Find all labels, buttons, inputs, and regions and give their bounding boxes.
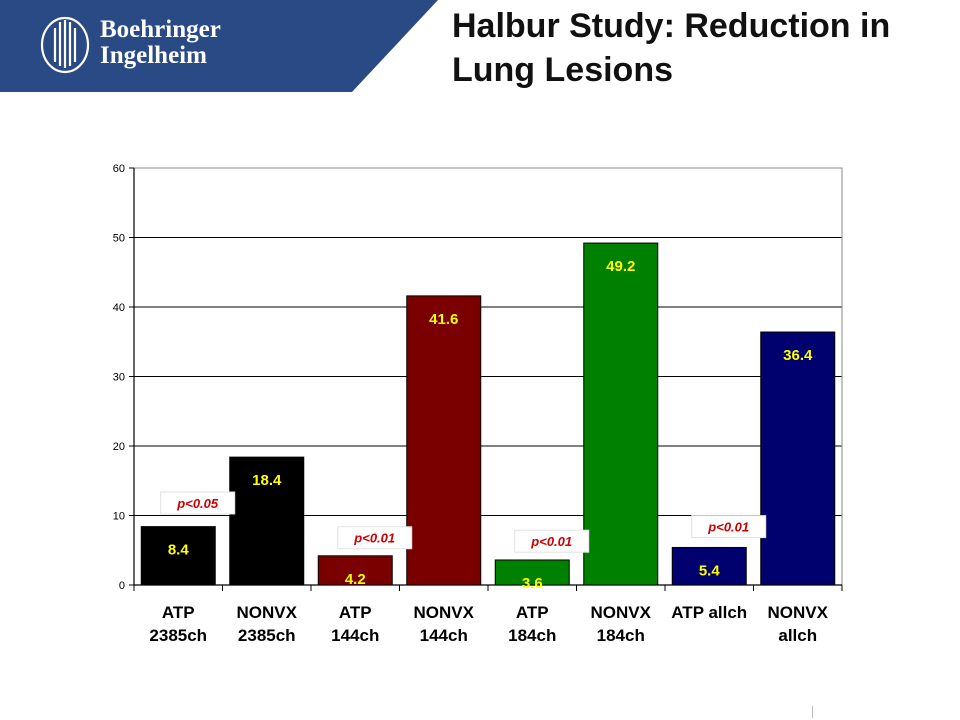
significance-label: p<0.01: [353, 531, 395, 546]
brand-name-line2: Ingelheim: [100, 42, 207, 69]
bar-value-label: 5.4: [699, 562, 721, 579]
x-category-label: 184ch: [597, 626, 645, 645]
bar-value-label: 41.6: [429, 311, 458, 328]
y-tick-label: 50: [113, 233, 125, 245]
x-category-label: ATP: [162, 603, 195, 622]
bar: [140, 526, 216, 586]
bar: [406, 295, 482, 586]
significance-annotations: p<0.05 p<0.01 p<0.01 p<0.01: [160, 491, 767, 553]
bar: [494, 559, 570, 586]
category-labels: ATP 2385ch NONVX 2385ch ATP 144ch NONVX 144ch AT…: [149, 603, 828, 645]
x-category-label: ATP: [516, 603, 549, 622]
annotation-box: [691, 515, 767, 539]
bar-value-label: 8.4: [168, 542, 190, 559]
bar-value-label: 36.4: [783, 347, 813, 364]
bar: [229, 456, 305, 586]
x-category-label: NONVX: [237, 603, 298, 622]
brand-name-line1: Boehringer: [100, 16, 221, 43]
bar-value-label: 18.4: [252, 472, 282, 489]
bars: [140, 242, 836, 586]
x-category-label: 2385ch: [238, 626, 296, 645]
x-category-label: NONVX: [414, 603, 475, 622]
significance-label: p<0.01: [707, 520, 749, 535]
x-category-label: NONVX: [768, 603, 829, 622]
y-tick-label: 30: [113, 372, 125, 384]
bar: [317, 555, 393, 586]
x-category-label: 144ch: [331, 626, 379, 645]
x-category-label: 144ch: [420, 626, 468, 645]
value-labels: 8.4 18.4 4.2 41.6 3.6 49.2 5.4 36.4: [168, 258, 813, 592]
y-tick-label: 20: [113, 441, 125, 453]
bar: [671, 546, 747, 586]
annotation-box: [514, 529, 590, 553]
annotation-box: [160, 491, 236, 515]
y-tick-label: 10: [113, 511, 125, 523]
bar-value-label: 49.2: [606, 258, 635, 275]
brand-banner: [0, 0, 438, 92]
x-category-label: ATP: [339, 603, 372, 622]
bar-value-label: 3.6: [522, 575, 543, 592]
y-tick-label: 60: [113, 163, 125, 175]
significance-label: p<0.05: [176, 496, 219, 511]
bar-chart: 0 10 20 30 40 50 60 8.4 18.4 4.2 41.6 3.6 49.2 5.4 36…: [113, 163, 843, 645]
y-tick-label: 40: [113, 302, 125, 314]
significance-label: p<0.01: [530, 534, 572, 549]
banner-band: [0, 0, 438, 92]
x-category-label: ATP allch: [671, 603, 747, 622]
bar-value-label: 4.2: [345, 571, 366, 588]
x-category-label: allch: [778, 626, 817, 645]
x-category-label: 2385ch: [149, 626, 207, 645]
y-tick-label: 0: [119, 580, 125, 592]
x-category-label: NONVX: [591, 603, 652, 622]
x-category-label: 184ch: [508, 626, 556, 645]
slide-title: Halbur Study: Reduction in Lung Lesions: [452, 7, 891, 89]
boehringer-building-logo-icon: [40, 16, 90, 74]
annotation-box: [337, 526, 413, 550]
bar: [583, 242, 659, 586]
bar: [760, 331, 836, 586]
footer-divider: [812, 706, 813, 718]
